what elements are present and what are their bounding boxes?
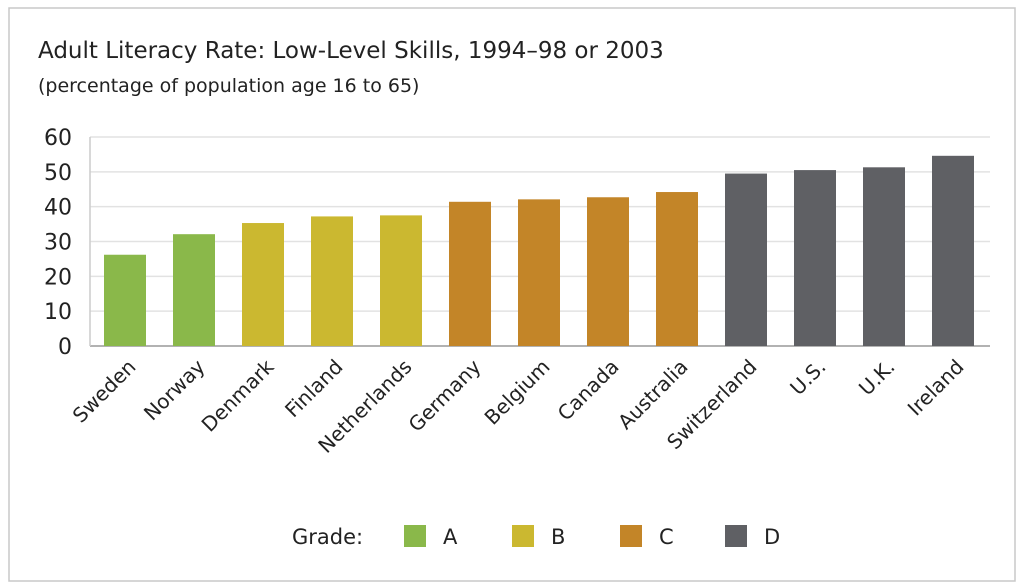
legend-label-b: B [551,525,565,549]
bar-canada [587,197,629,346]
y-tick-label: 20 [44,265,72,290]
bar-belgium [518,199,560,346]
legend-swatch-a [404,525,426,547]
bar-switzerland [725,173,767,346]
bar-uk [863,167,905,346]
y-tick-label: 10 [44,300,72,325]
bar-australia [656,192,698,346]
legend-swatch-d [725,525,747,547]
legend-label-c: C [659,525,674,549]
y-tick-label: 30 [44,231,72,256]
y-tick-label: 50 [44,161,72,186]
bar-sweden [104,254,146,346]
bar-ireland [932,155,974,346]
y-tick-label: 60 [44,126,72,151]
bar-netherlands [380,215,422,346]
legend-label-a: A [443,525,458,549]
bar-us [794,170,836,346]
chart-subtitle: (percentage of population age 16 to 65) [38,75,419,97]
y-tick-label: 40 [44,196,72,221]
legend-swatch-c [620,525,642,547]
bar-norway [173,234,215,346]
chart-title: Adult Literacy Rate: Low-Level Skills, 1… [38,38,664,64]
legend-label-d: D [764,525,780,549]
legend-swatch-b [512,525,534,547]
legend-title: Grade: [292,525,363,549]
bar-denmark [242,223,284,346]
y-tick-label: 0 [58,335,72,360]
bar-germany [449,201,491,346]
bar-finland [311,216,353,346]
